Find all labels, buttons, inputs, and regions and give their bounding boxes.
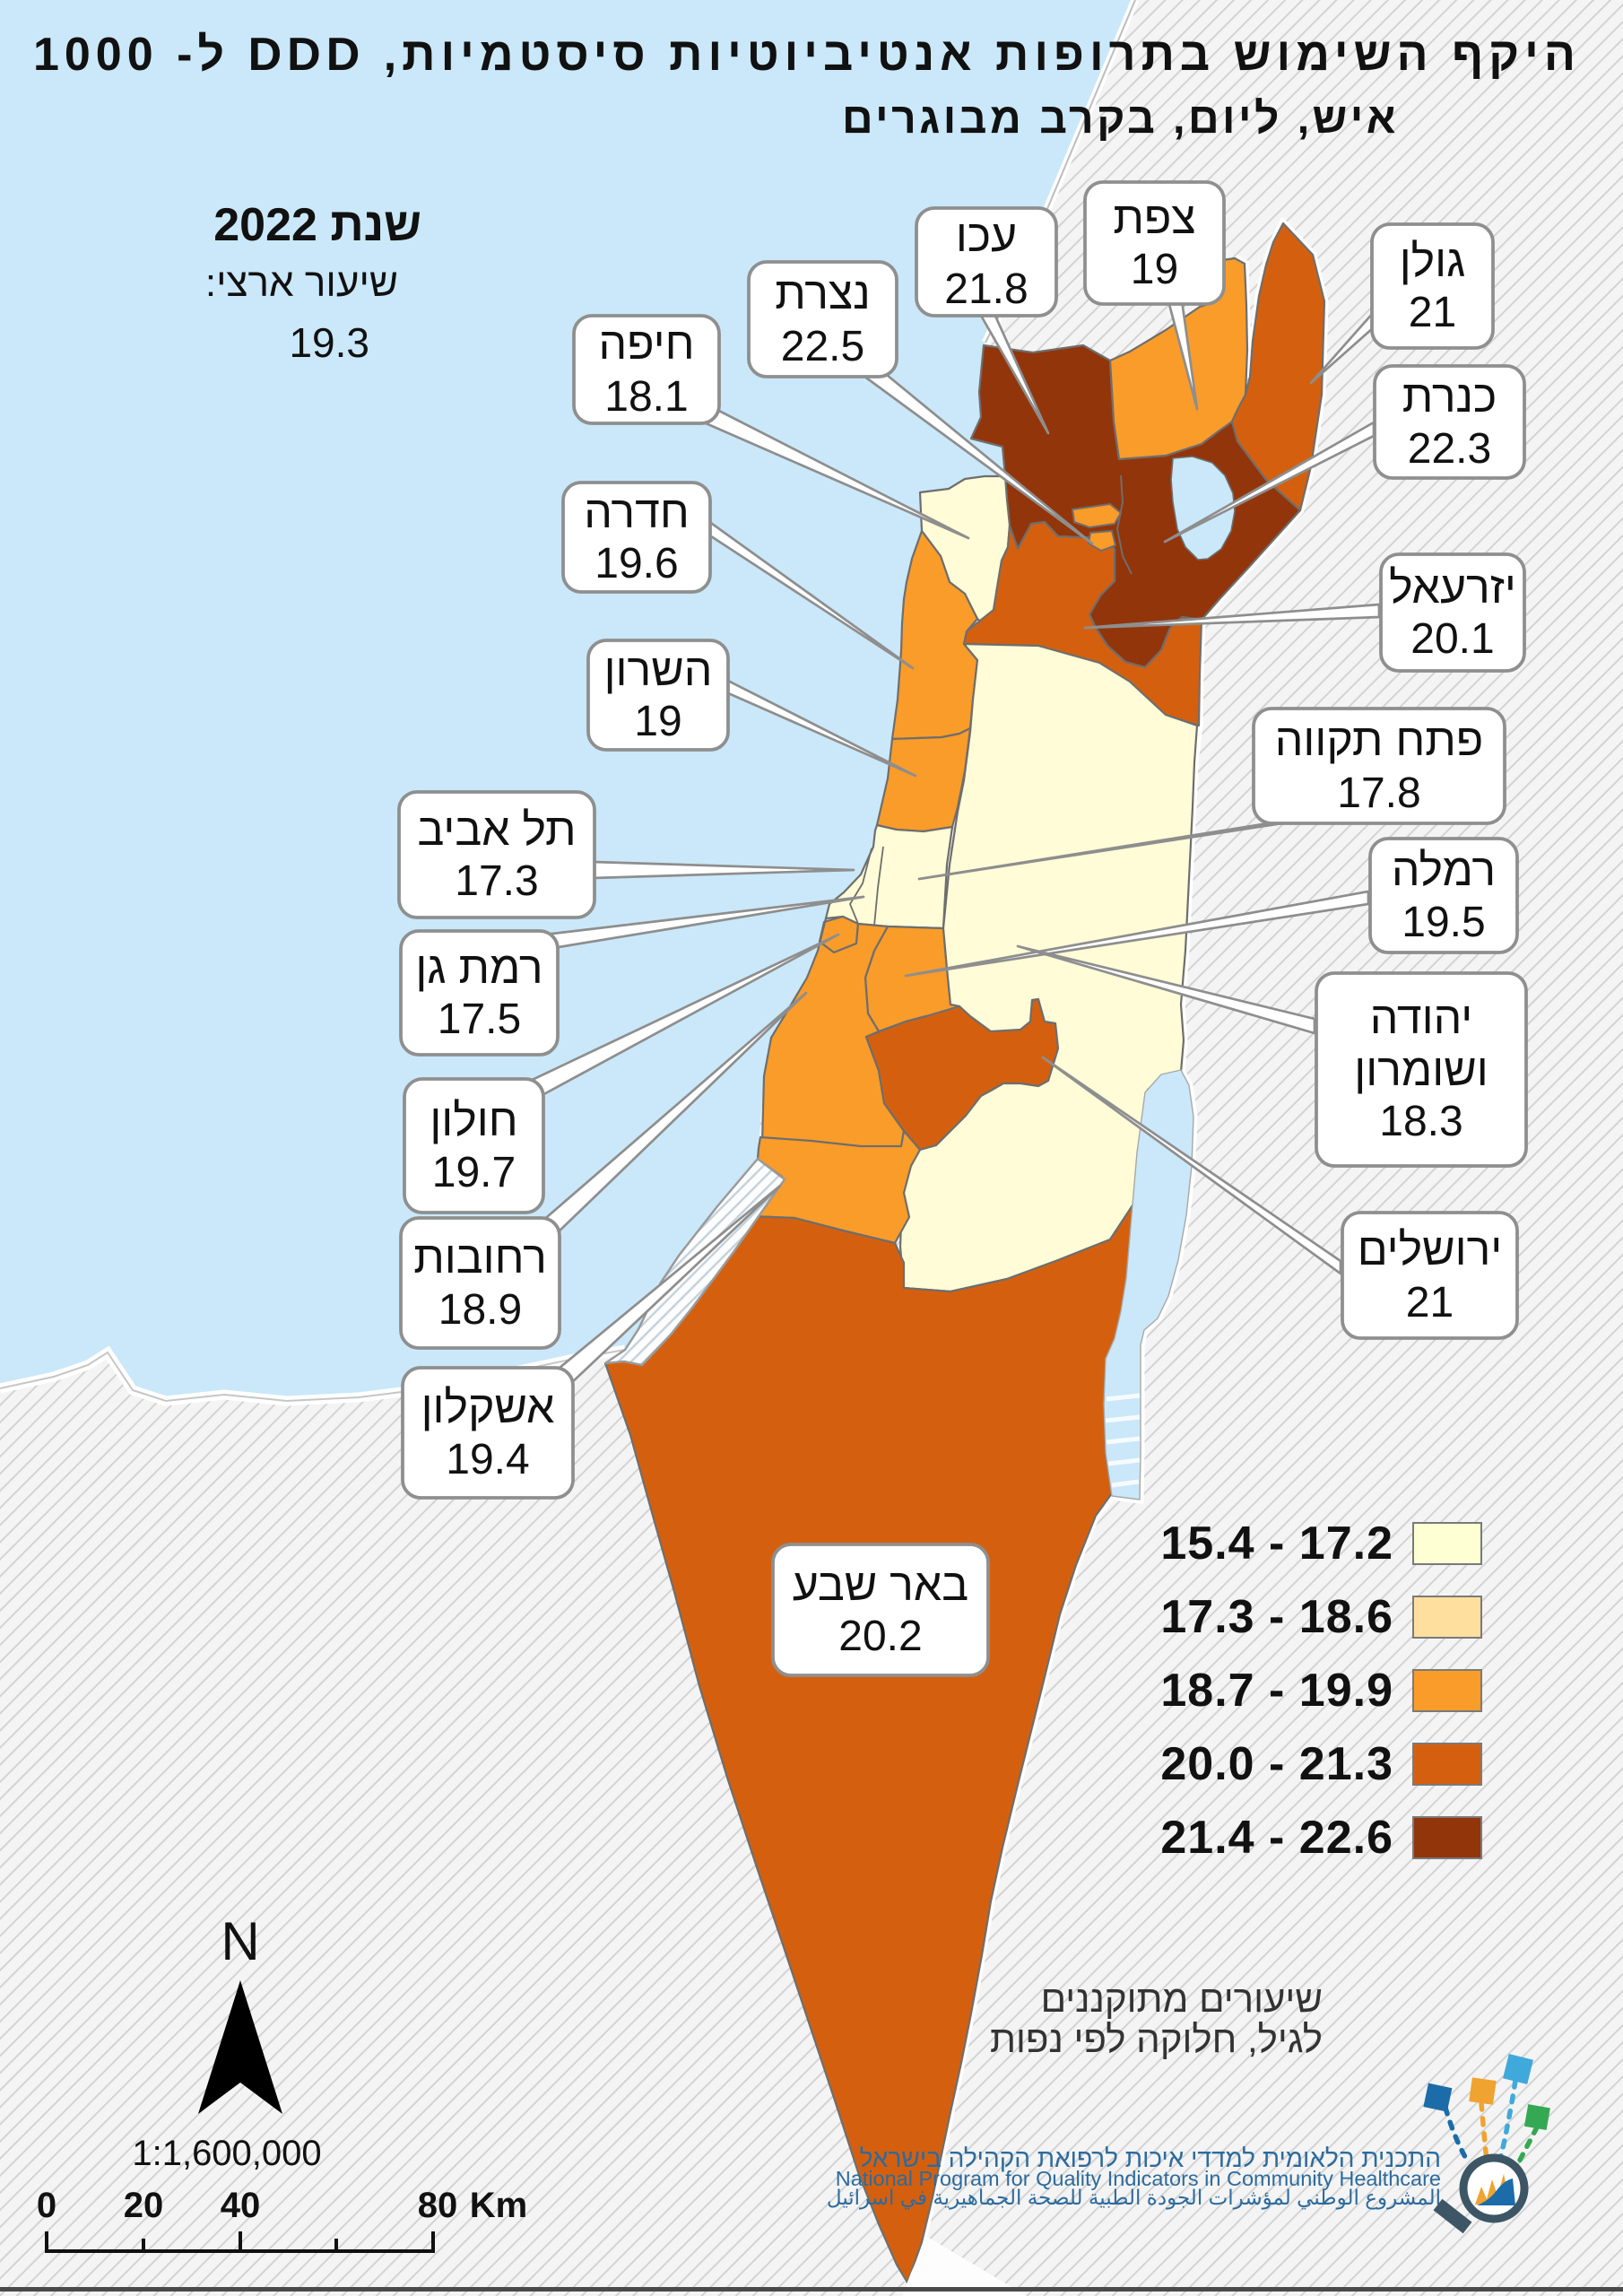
svg-text:חדרה: חדרה	[584, 487, 690, 537]
svg-text:1:1,600,000: 1:1,600,000	[132, 2134, 321, 2173]
svg-text:Km: Km	[470, 2186, 527, 2225]
svg-text:22.5: 22.5	[781, 323, 864, 370]
svg-text:18.1: 18.1	[604, 373, 688, 421]
svg-text:17.8: 17.8	[1337, 770, 1420, 817]
svg-text:19: 19	[634, 698, 681, 745]
svg-text:רמלה: רמלה	[1392, 845, 1496, 895]
svg-text:רמת גן: רמת גן	[415, 943, 542, 993]
svg-text:עכו: עכו	[956, 211, 1017, 261]
svg-text:ושומרון: ושומרון	[1354, 1045, 1488, 1095]
svg-text:19.5: 19.5	[1402, 899, 1485, 946]
svg-text:21.4 - 22.6: 21.4 - 22.6	[1160, 1812, 1393, 1864]
svg-text:רחובות: רחובות	[413, 1232, 547, 1283]
svg-text:התכנית הלאומית למדדי איכות לרפ: התכנית הלאומית למדדי איכות לרפואת הקהילה…	[860, 2144, 1441, 2172]
svg-text:21: 21	[1406, 1279, 1454, 1326]
svg-text:N: N	[221, 1911, 259, 1971]
svg-text:היקף השימוש בתרופות אנטיביוטיו: היקף השימוש בתרופות אנטיביוטיות סיסטמיות…	[33, 29, 1581, 81]
svg-text:גולן: גולן	[1400, 236, 1466, 286]
svg-text:19.7: 19.7	[432, 1149, 516, 1196]
svg-text:חיפה: חיפה	[598, 318, 694, 369]
svg-text:20: 20	[124, 2186, 164, 2225]
svg-text:20.1: 20.1	[1410, 615, 1494, 663]
svg-text:National Program for Quality I: National Program for Quality Indicators …	[836, 2167, 1441, 2190]
svg-text:17.3 - 18.6: 17.3 - 18.6	[1160, 1591, 1393, 1643]
svg-text:18.9: 18.9	[438, 1286, 522, 1334]
svg-text:כנרת: כנרת	[1402, 371, 1497, 422]
svg-text:19.4: 19.4	[446, 1436, 529, 1483]
svg-text:المشروع الوطني لمؤشرات الجودة: المشروع الوطني لمؤشرات الجودة الطبية للص…	[827, 2186, 1441, 2210]
svg-text:השרון: השרון	[604, 645, 713, 695]
svg-text:פתח תקווה: פתח תקווה	[1275, 715, 1484, 765]
svg-text:באר שבע: באר שבע	[793, 1560, 968, 1610]
svg-text:צפת: צפת	[1113, 193, 1195, 243]
svg-text:לגיל, חלוקה לפי נפות: לגיל, חלוקה לפי נפות	[990, 2018, 1323, 2060]
svg-text:22.3: 22.3	[1408, 425, 1491, 473]
svg-text:20.0 - 21.3: 20.0 - 21.3	[1160, 1738, 1393, 1790]
svg-text:נצרת: נצרת	[775, 268, 870, 318]
svg-text:0: 0	[37, 2186, 56, 2225]
svg-text:40: 40	[221, 2186, 261, 2225]
svg-text:אשקלון: אשקלון	[421, 1382, 555, 1432]
svg-text:19.6: 19.6	[595, 540, 678, 587]
svg-text:יזרעאל: יזרעאל	[1389, 562, 1516, 613]
svg-text:יהודה: יהודה	[1370, 993, 1473, 1043]
svg-text:19: 19	[1131, 246, 1178, 293]
svg-text:תל אביב: תל אביב	[417, 804, 576, 855]
svg-text:שיעורים מתוקננים: שיעורים מתוקננים	[1041, 1978, 1323, 2020]
svg-text:חולון: חולון	[430, 1095, 517, 1145]
svg-text:17.5: 17.5	[438, 996, 521, 1043]
svg-text:איש, ליום, בקרב מבוגרים: איש, ליום, בקרב מבוגרים	[842, 95, 1399, 143]
svg-text:17.3: 17.3	[455, 857, 538, 905]
svg-text:שיעור ארצי:: שיעור ארצי:	[205, 261, 398, 305]
svg-text:20.2: 20.2	[838, 1613, 922, 1660]
svg-text:80: 80	[418, 2186, 458, 2225]
svg-text:15.4 - 17.2: 15.4 - 17.2	[1160, 1518, 1393, 1570]
svg-text:ירושלים: ירושלים	[1358, 1224, 1503, 1274]
svg-text:18.7 - 19.9: 18.7 - 19.9	[1160, 1665, 1393, 1717]
svg-text:18.3: 18.3	[1379, 1098, 1462, 1145]
svg-text:21: 21	[1409, 289, 1456, 336]
svg-text:19.3: 19.3	[289, 319, 369, 366]
svg-text:21.8: 21.8	[944, 265, 1028, 313]
svg-text:שנת 2022: שנת 2022	[213, 199, 421, 251]
